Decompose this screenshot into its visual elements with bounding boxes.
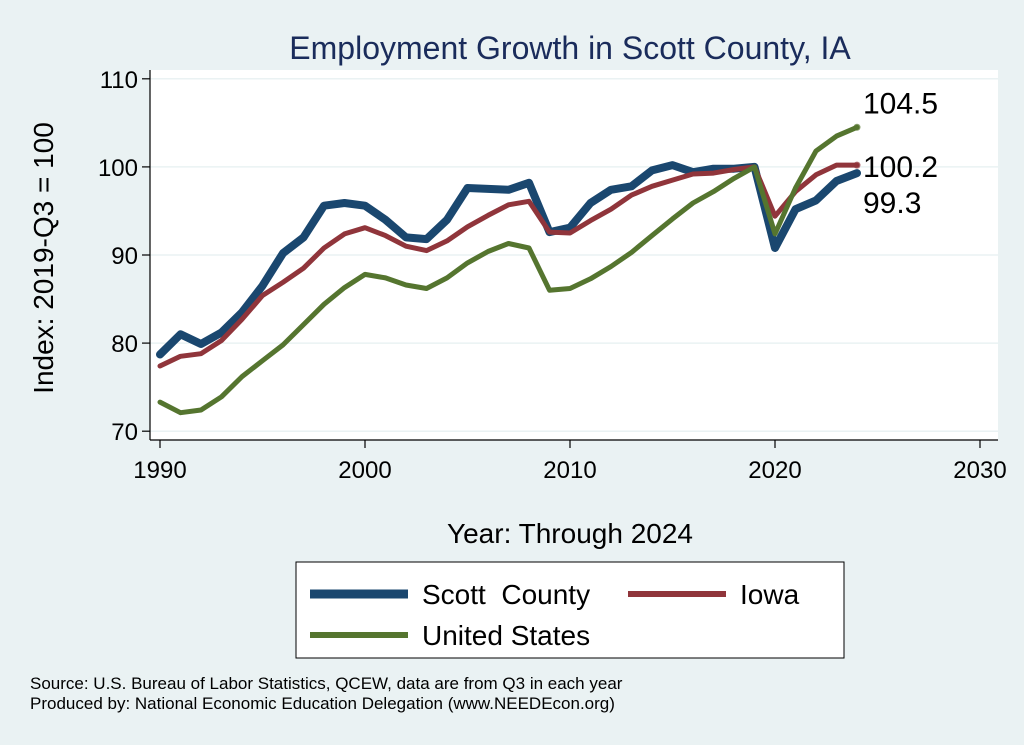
legend-box (295, 561, 845, 659)
y-axis-title: Index: 2019-Q3 = 100 (28, 122, 59, 394)
x-tick-label: 2020 (748, 457, 801, 484)
series-line-2 (157, 124, 860, 416)
end-marker (853, 169, 861, 177)
y-tick-label: 90 (111, 243, 138, 270)
legend-label: Iowa (740, 579, 800, 610)
x-axis-title: Year: Through 2024 (447, 518, 693, 549)
y-tick-label: 80 (111, 331, 138, 358)
legend-label: United States (422, 620, 590, 651)
y-tick-label: 100 (98, 155, 138, 182)
end-marker (853, 123, 861, 131)
x-tick-label: 1990 (133, 457, 186, 484)
y-tick-label: 110 (100, 67, 138, 94)
x-tick-label: 2030 (953, 457, 1006, 484)
end-label: 99.3 (863, 187, 921, 220)
axes: 70 80 90 100 110 1990 2000 2010 2020 2030 (98, 67, 1007, 484)
end-label: 100.2 (863, 151, 938, 184)
x-tick-label: 2000 (338, 457, 391, 484)
legend-label: Scott County (422, 579, 590, 610)
chart-title: Employment Growth in Scott County, IA (289, 30, 851, 66)
source-note: Source: U.S. Bureau of Labor Statistics,… (30, 674, 623, 693)
producer-note: Produced by: National Economic Education… (30, 694, 615, 713)
legend: Scott County Iowa United States (295, 561, 845, 659)
end-marker (853, 161, 861, 169)
series-line-1 (157, 162, 860, 369)
series-lines (156, 124, 861, 416)
end-label: 104.5 (863, 87, 938, 120)
gridlines (150, 78, 998, 432)
y-tick-label: 70 (111, 419, 138, 446)
x-tick-label: 2010 (543, 457, 596, 484)
